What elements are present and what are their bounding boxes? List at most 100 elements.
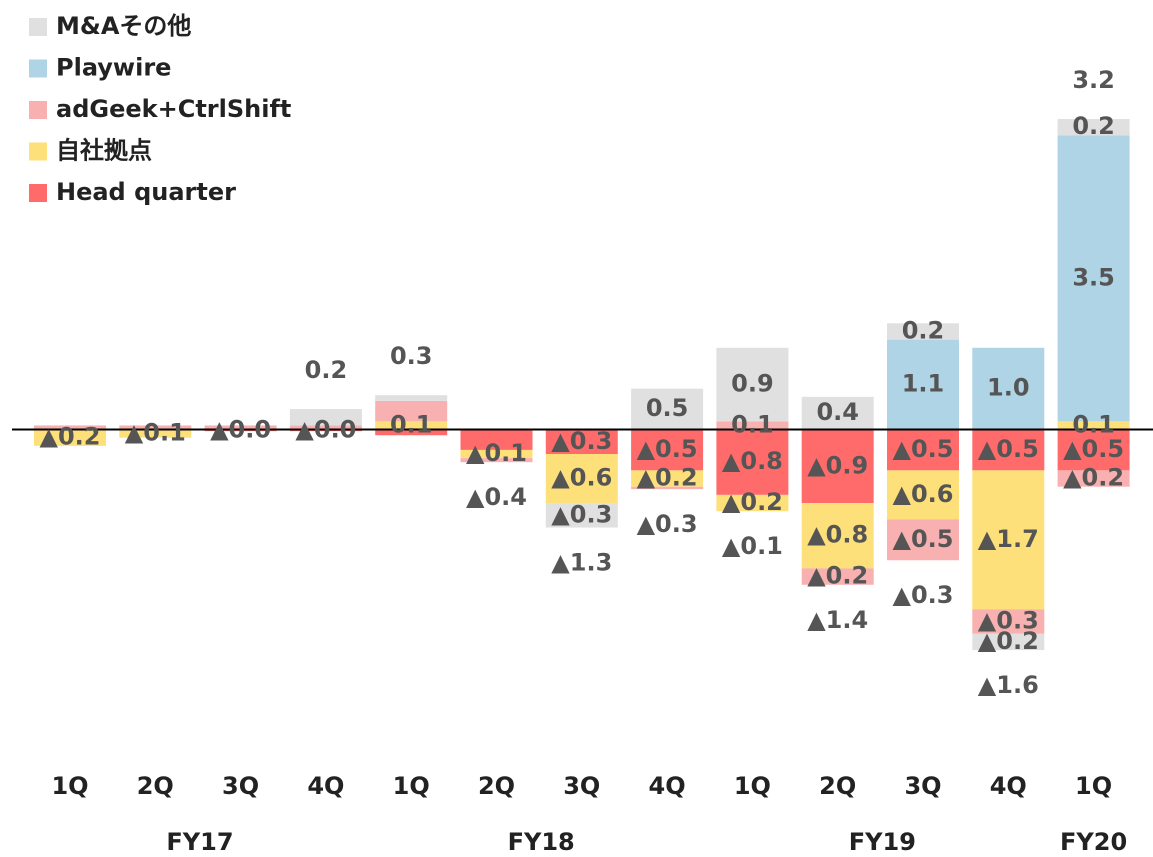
group-label: FY17 [166, 828, 233, 856]
value-label: ▲0.5 [978, 435, 1039, 463]
group-label: FY19 [849, 828, 916, 856]
bar-segment [375, 400, 448, 422]
total-label: ▲0.1 [722, 532, 783, 560]
bar-segment [1057, 119, 1130, 136]
bar-segment [375, 395, 448, 401]
x-tick-label: 2Q [137, 772, 174, 800]
value-label: ▲0.3 [551, 427, 612, 455]
value-label: ▲0.2 [807, 562, 868, 590]
value-label: ▲1.7 [978, 525, 1039, 553]
bar-segment [375, 429, 448, 436]
x-tick-label: 3Q [222, 772, 259, 800]
bar-segment [34, 425, 106, 430]
value-label: 0.2 [1072, 112, 1115, 140]
total-label: 3.2 [1072, 66, 1115, 94]
bar-segment [460, 458, 533, 463]
total-label: ▲1.4 [807, 606, 868, 634]
value-label: ▲0.6 [551, 464, 612, 492]
legend-swatch [29, 184, 47, 202]
total-label: ▲1.6 [978, 671, 1039, 699]
legend-swatch [29, 101, 47, 119]
total-label: ▲0.3 [637, 510, 698, 538]
bar-segment [119, 425, 192, 430]
value-label: ▲0.2 [40, 423, 101, 451]
bar-segment [545, 503, 618, 528]
bar-segment [1057, 135, 1130, 422]
legend-label: Head quarter [56, 178, 236, 206]
value-label: ▲0.8 [722, 447, 783, 475]
value-label: ▲0.0 [210, 415, 271, 443]
x-tick-label: 2Q [478, 772, 515, 800]
x-axis: 1Q 2Q 3Q 4Q 1Q 2Q 3Q 4Q 1Q 2Q 3Q 4Q 1Q FY17 FY18 FY19 FY… [51, 772, 1127, 856]
legend-swatch [29, 142, 47, 161]
value-label: ▲0.3 [978, 607, 1039, 635]
bar-segment [545, 429, 618, 455]
value-label: ▲0.6 [893, 480, 954, 508]
total-label: ▲0.3 [893, 581, 954, 609]
bar-segment [204, 425, 277, 430]
bar-segment [972, 429, 1045, 471]
bar-segment [1057, 421, 1130, 430]
bar-segment [801, 429, 874, 504]
x-tick-label: 3Q [904, 772, 941, 800]
x-tick-label: 1Q [734, 772, 771, 800]
total-label: 0.3 [390, 342, 433, 370]
legend-label: 自社拠点 [56, 137, 152, 165]
value-label: ▲0.3 [551, 500, 612, 528]
bar-segment [289, 425, 362, 430]
total-label: 0.2 [305, 356, 348, 384]
value-label: ▲0.2 [1063, 464, 1124, 492]
value-label: 0.2 [902, 316, 945, 344]
total-label: ▲1.3 [551, 549, 612, 577]
bar-segment [972, 347, 1045, 430]
bar-segment [801, 396, 874, 430]
bar-segment [289, 409, 362, 426]
legend: M&Aその他 Playwire adGeek+CtrlShift 自社拠点 Head q… [29, 12, 291, 206]
x-tick-label: 4Q [307, 772, 344, 800]
bar-segment [631, 388, 704, 430]
value-label: 0.4 [816, 398, 859, 426]
legend-label: adGeek+CtrlShift [56, 95, 291, 123]
bar-segment [631, 470, 704, 487]
value-label: ▲0.2 [722, 488, 783, 516]
bar-segment [631, 429, 704, 471]
bar-segment [801, 503, 874, 569]
value-label: ▲0.8 [807, 521, 868, 549]
bar-segment [716, 421, 789, 430]
x-tick-label: 4Q [649, 772, 686, 800]
bar-segment [460, 429, 533, 450]
x-tick-label: 3Q [563, 772, 600, 800]
value-label: 0.1 [390, 410, 433, 438]
bar-segment [716, 429, 789, 495]
value-label: ▲0.5 [893, 435, 954, 463]
value-label: 1.0 [987, 374, 1030, 402]
legend-label: M&Aその他 [56, 12, 191, 40]
bar-segment [119, 429, 192, 438]
value-label: 0.5 [646, 394, 689, 422]
bar-segment [887, 429, 959, 471]
value-label: 0.1 [1072, 410, 1115, 438]
bar-segment [1057, 470, 1130, 487]
value-label: 0.9 [731, 370, 774, 398]
legend-swatch [29, 18, 47, 36]
bar-segment [631, 486, 704, 490]
x-tick-label: 1Q [51, 772, 88, 800]
value-label: ▲0.1 [125, 419, 186, 447]
legend-swatch [29, 59, 47, 78]
bar-segment [716, 494, 789, 512]
value-label: 1.1 [902, 370, 945, 398]
value-label: ▲0.5 [637, 435, 698, 463]
value-label: ▲0.5 [1063, 435, 1124, 463]
x-tick-label: 4Q [990, 772, 1027, 800]
bar-segment [972, 609, 1045, 634]
x-tick-label: 2Q [819, 772, 856, 800]
bar-segment [887, 323, 959, 340]
bar-segment [887, 339, 959, 430]
bar-segment [545, 454, 618, 504]
value-label: ▲0.2 [637, 464, 698, 492]
value-label: ▲0.0 [295, 415, 356, 443]
bar-segment [34, 429, 106, 446]
bar-segment [887, 519, 959, 561]
total-label: ▲0.4 [466, 483, 527, 511]
